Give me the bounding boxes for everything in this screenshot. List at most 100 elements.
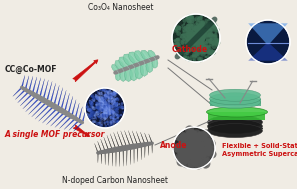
- Circle shape: [98, 108, 100, 110]
- Circle shape: [85, 106, 87, 108]
- Circle shape: [191, 135, 198, 142]
- Polygon shape: [135, 64, 144, 79]
- Circle shape: [176, 43, 178, 45]
- Circle shape: [196, 36, 198, 38]
- Circle shape: [101, 110, 103, 112]
- Circle shape: [207, 143, 211, 148]
- Circle shape: [107, 124, 108, 125]
- Circle shape: [197, 24, 201, 28]
- Circle shape: [101, 108, 105, 112]
- Circle shape: [191, 145, 198, 151]
- Circle shape: [196, 43, 201, 48]
- Circle shape: [91, 94, 94, 98]
- Circle shape: [182, 29, 188, 35]
- Circle shape: [192, 58, 194, 60]
- Circle shape: [210, 40, 213, 44]
- Circle shape: [112, 104, 113, 105]
- Circle shape: [191, 34, 195, 39]
- Circle shape: [195, 40, 199, 45]
- Circle shape: [108, 105, 111, 108]
- Circle shape: [105, 95, 108, 99]
- Circle shape: [194, 36, 198, 40]
- Circle shape: [193, 39, 198, 43]
- Circle shape: [194, 36, 197, 39]
- Circle shape: [109, 109, 111, 111]
- Circle shape: [122, 111, 125, 114]
- Circle shape: [185, 47, 190, 53]
- Circle shape: [192, 140, 198, 146]
- Circle shape: [102, 101, 104, 103]
- Circle shape: [102, 107, 103, 108]
- Circle shape: [183, 33, 187, 37]
- Circle shape: [186, 24, 191, 28]
- Circle shape: [194, 36, 200, 41]
- Circle shape: [192, 158, 199, 165]
- Circle shape: [200, 37, 205, 42]
- Circle shape: [206, 38, 207, 40]
- Circle shape: [195, 38, 199, 42]
- Circle shape: [200, 45, 205, 51]
- Circle shape: [199, 151, 204, 156]
- Circle shape: [118, 103, 120, 105]
- Circle shape: [185, 146, 190, 151]
- Circle shape: [103, 116, 105, 118]
- Circle shape: [181, 153, 185, 157]
- Circle shape: [193, 24, 196, 26]
- Circle shape: [106, 104, 107, 105]
- Circle shape: [178, 149, 186, 158]
- Circle shape: [203, 48, 206, 52]
- Polygon shape: [20, 91, 34, 106]
- Circle shape: [206, 139, 216, 148]
- Circle shape: [90, 109, 93, 113]
- Circle shape: [210, 38, 213, 41]
- Circle shape: [201, 41, 204, 44]
- Polygon shape: [130, 145, 131, 165]
- Circle shape: [192, 27, 197, 31]
- Circle shape: [193, 55, 195, 56]
- Circle shape: [194, 54, 198, 57]
- Circle shape: [206, 55, 210, 59]
- Circle shape: [192, 29, 197, 34]
- Circle shape: [192, 40, 197, 44]
- Circle shape: [102, 104, 103, 105]
- Circle shape: [95, 95, 97, 96]
- Circle shape: [203, 22, 208, 27]
- Circle shape: [191, 145, 196, 149]
- Circle shape: [215, 44, 218, 46]
- Circle shape: [192, 47, 196, 51]
- Circle shape: [198, 146, 206, 154]
- Circle shape: [105, 121, 107, 123]
- Circle shape: [195, 30, 201, 35]
- Circle shape: [113, 97, 116, 101]
- Polygon shape: [13, 85, 23, 96]
- Circle shape: [176, 30, 178, 33]
- Circle shape: [182, 146, 189, 153]
- Circle shape: [192, 36, 198, 41]
- Circle shape: [107, 100, 109, 103]
- Circle shape: [102, 108, 104, 110]
- Circle shape: [198, 38, 202, 42]
- Circle shape: [89, 100, 92, 104]
- Circle shape: [196, 150, 204, 158]
- Circle shape: [97, 108, 99, 111]
- Circle shape: [89, 100, 90, 101]
- Polygon shape: [140, 132, 145, 146]
- Polygon shape: [148, 142, 149, 156]
- Circle shape: [173, 127, 215, 169]
- Circle shape: [184, 144, 188, 148]
- Circle shape: [195, 31, 198, 34]
- Circle shape: [205, 24, 209, 28]
- Circle shape: [178, 137, 187, 146]
- Polygon shape: [81, 110, 86, 125]
- Circle shape: [96, 103, 100, 107]
- Circle shape: [189, 27, 194, 32]
- Polygon shape: [42, 80, 48, 102]
- Circle shape: [211, 50, 216, 55]
- Circle shape: [199, 21, 203, 26]
- Circle shape: [200, 142, 209, 150]
- Circle shape: [207, 19, 211, 22]
- Polygon shape: [78, 107, 83, 123]
- Circle shape: [191, 153, 197, 159]
- Circle shape: [199, 25, 204, 29]
- Circle shape: [103, 107, 106, 110]
